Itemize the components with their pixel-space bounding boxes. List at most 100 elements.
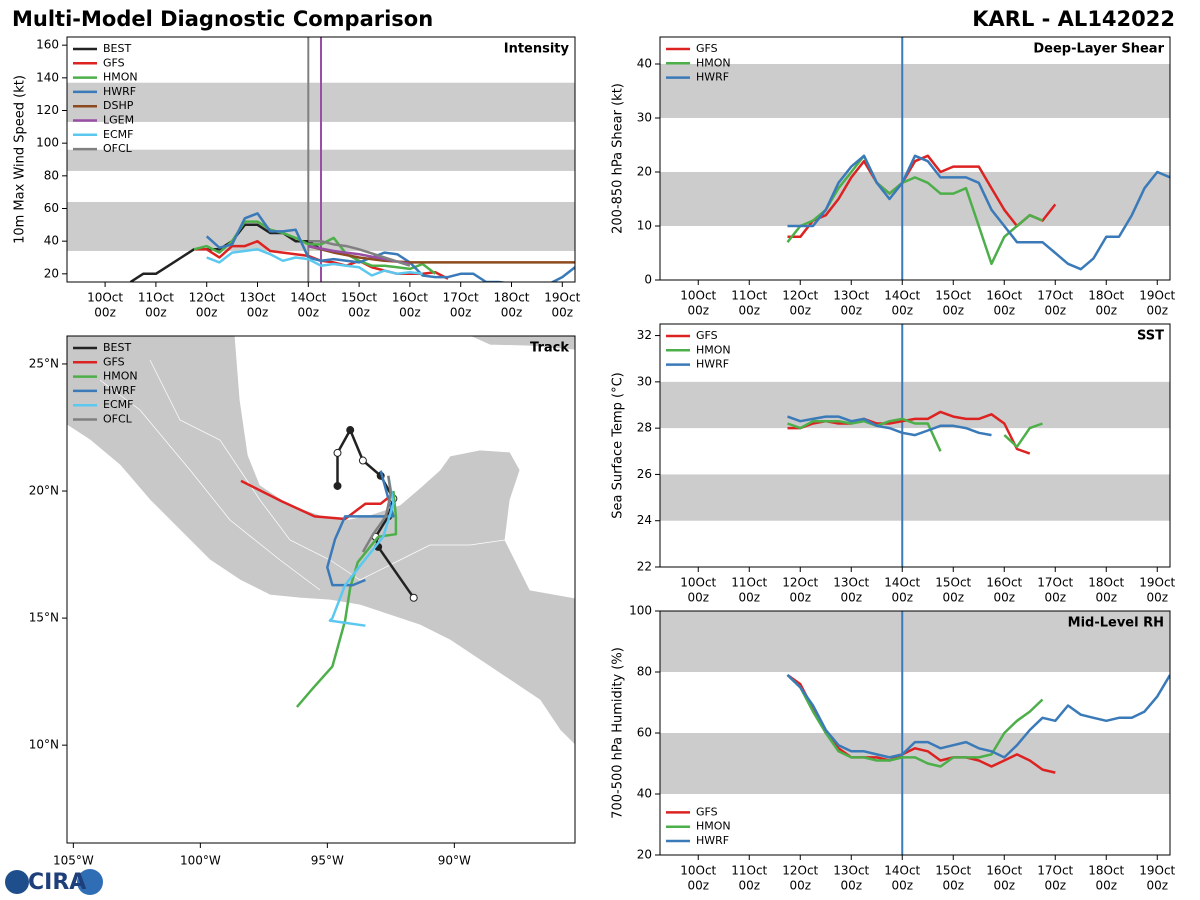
y-tick-label: 22: [637, 560, 652, 574]
x-tick-label: 00z: [738, 304, 760, 318]
y-tick-label: 28: [637, 421, 652, 435]
plot-area: [660, 324, 1170, 567]
x-tick-label: 00z: [247, 306, 269, 320]
track-point: [333, 481, 342, 490]
x-tick-label: 00z: [94, 306, 116, 320]
series-line: [787, 415, 992, 437]
x-tick-label: 00z: [942, 304, 964, 318]
x-tick-label: 00z: [942, 591, 964, 605]
x-tick-label: 00z: [145, 306, 167, 320]
x-tick-label: 00z: [1044, 304, 1066, 318]
y-tick-label: 60: [637, 726, 652, 740]
band: [660, 172, 1170, 226]
axes-frame: [66, 36, 576, 283]
plot-area: [660, 37, 1170, 280]
x-tick-label: 00z: [840, 591, 862, 605]
series-line: [787, 154, 1170, 271]
border: [149, 359, 506, 581]
x-tick-label: 13Oct: [239, 291, 275, 305]
panel-title: Track: [530, 341, 569, 356]
legend-label: HWRF: [696, 358, 729, 371]
x-tick-label: 14Oct: [290, 291, 326, 305]
x-tick-label: 00z: [891, 591, 913, 605]
logo-mark: [5, 870, 29, 894]
x-tick-label: 00z: [298, 306, 320, 320]
x-tick-label: 12Oct: [782, 864, 818, 878]
logo-mark: [77, 869, 103, 895]
y-tick-label: 140: [36, 70, 59, 84]
x-tick-label: 11Oct: [138, 291, 174, 305]
x-tick-label: 12Oct: [782, 289, 818, 303]
legend-label: BEST: [103, 341, 131, 354]
x-tick-label: 12Oct: [782, 576, 818, 590]
x-tick-label: 10Oct: [680, 864, 716, 878]
y-tick-label: 40: [44, 234, 59, 248]
track-point: [358, 456, 367, 465]
land: [67, 336, 575, 746]
x-tick-label: 00z: [196, 306, 218, 320]
legend-label: OFCL: [103, 413, 133, 426]
y-tick-label: 20: [637, 165, 652, 179]
x-tick-label: 00z: [399, 306, 421, 320]
x-tick-label: 18Oct: [493, 291, 529, 305]
x-tick-label: 17Oct: [1037, 576, 1073, 590]
x-tick-label: 00z: [1095, 591, 1117, 605]
page-title: Multi-Model Diagnostic Comparison: [12, 7, 433, 31]
x-tick-label: 00z: [1095, 304, 1117, 318]
y-tick-label: 100: [36, 136, 59, 150]
series-line: [786, 674, 1044, 768]
x-tick-label: 00z: [789, 879, 811, 893]
panel-title: Intensity: [504, 42, 570, 57]
y-tick-label: 26: [637, 467, 652, 481]
axes-frame: [659, 36, 1171, 281]
panel-title: Deep-Layer Shear: [1033, 42, 1164, 57]
y-tick-label: 100: [629, 604, 652, 618]
legend-label: GFS: [696, 42, 718, 55]
x-tick-label: 00z: [789, 304, 811, 318]
x-tick-label: 12Oct: [189, 291, 225, 305]
y-tick-label: 20°N: [29, 484, 59, 498]
track-point: [346, 426, 355, 435]
series-line: [326, 470, 395, 587]
border: [99, 379, 321, 591]
x-tick-label: 95°W: [311, 854, 344, 868]
x-tick-label: 19Oct: [544, 291, 580, 305]
legend-label: BEST: [103, 42, 131, 55]
x-tick-label: 10Oct: [680, 576, 716, 590]
x-tick-label: 00z: [687, 304, 709, 318]
y-tick-label: 25°N: [29, 356, 59, 370]
y-tick-label: 40: [637, 787, 652, 801]
x-tick-label: 00z: [942, 879, 964, 893]
x-tick-label: 00z: [501, 306, 523, 320]
series-line: [328, 475, 395, 627]
y-tick-label: 24: [637, 513, 652, 527]
x-tick-label: 90°W: [438, 854, 471, 868]
legend-label: HMON: [696, 343, 731, 356]
band: [660, 381, 1170, 429]
x-tick-label: 00z: [348, 306, 370, 320]
x-tick-label: 16Oct: [986, 864, 1022, 878]
legend-label: GFS: [696, 329, 718, 342]
y-tick-label: 10°N: [29, 738, 59, 752]
x-tick-label: 11Oct: [731, 864, 767, 878]
x-tick-label: 00z: [1044, 591, 1066, 605]
land-mass: [67, 336, 575, 746]
x-tick-label: 00z: [840, 879, 862, 893]
x-tick-label: 14Oct: [884, 289, 920, 303]
band: [660, 611, 1170, 672]
x-tick-label: 100°W: [180, 854, 221, 868]
x-tick-label: 00z: [1095, 879, 1117, 893]
y-tick-label: 30: [637, 374, 652, 388]
x-tick-label: 16Oct: [986, 576, 1022, 590]
y-tick-label: 20: [44, 266, 59, 280]
y-tick-label: 15°N: [29, 611, 59, 625]
x-tick-label: 00z: [840, 304, 862, 318]
x-tick-label: 00z: [891, 879, 913, 893]
legend-label: HMON: [103, 71, 138, 84]
x-tick-label: 15Oct: [935, 289, 971, 303]
y-tick-label: 30: [637, 111, 652, 125]
x-tick-label: 10Oct: [680, 289, 716, 303]
legend-label: HWRF: [103, 384, 136, 397]
y-tick-label: 10: [637, 219, 652, 233]
